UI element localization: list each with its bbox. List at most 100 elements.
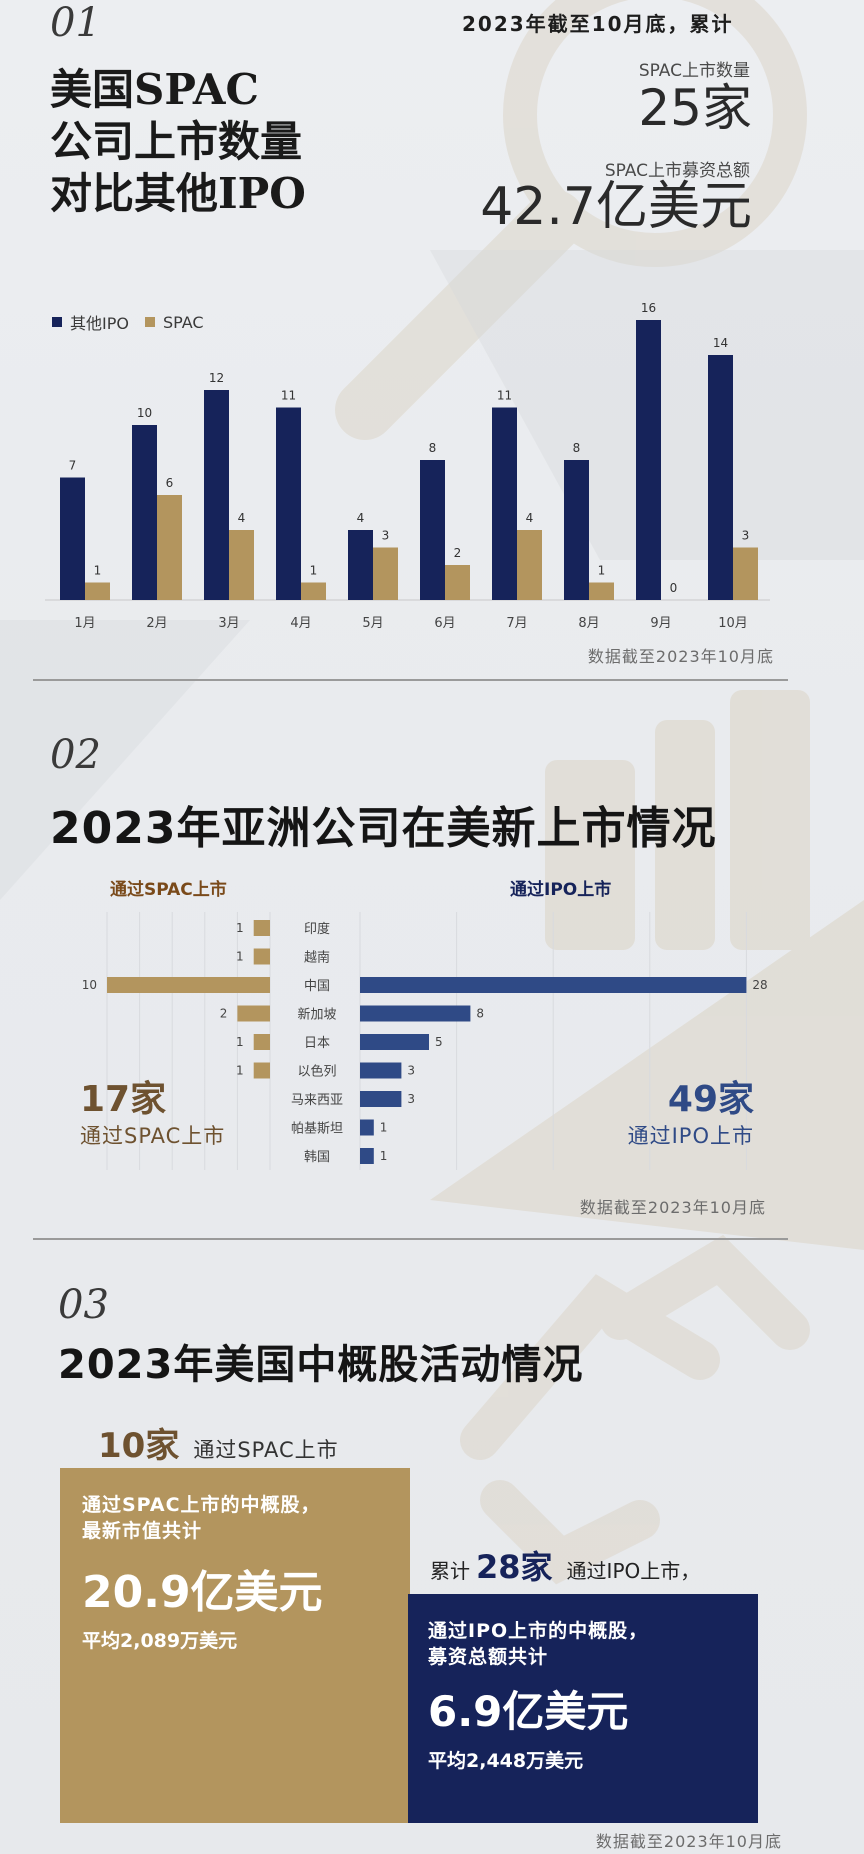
chart1-bar <box>348 530 373 600</box>
spac-china-count-label: 通过SPAC上市 <box>193 1438 339 1462</box>
ipo-china-count-value: 28家 <box>476 1548 553 1586</box>
chart1-x-tick: 10月 <box>718 616 748 631</box>
chart2-ipo-bar <box>360 1034 429 1050</box>
monthly-ipo-bar-chart: 711月1062月1243月1114月435月826月1147月818月1609… <box>45 301 770 631</box>
chart1-x-tick: 7月 <box>506 616 527 631</box>
section1-title: 美国SPAC 公司上市数量 对比其他IPO <box>50 64 306 220</box>
chart2-spac-bar <box>253 920 270 936</box>
ipo-box-value: 6.9亿美元 <box>428 1687 629 1736</box>
chart1-bar <box>564 460 589 600</box>
spac-box-value: 20.9亿美元 <box>82 1567 323 1618</box>
chart1-data-label: 1 <box>310 564 318 578</box>
chart2-ipo-value: 1 <box>380 1121 388 1135</box>
chart1-data-label: 3 <box>742 529 750 543</box>
legend-label-other-ipo: 其他IPO <box>70 314 129 333</box>
chart1-bar <box>636 320 661 600</box>
chart1-data-label: 16 <box>641 301 656 315</box>
chart1-x-tick: 6月 <box>434 616 455 631</box>
chart1-data-label: 8 <box>573 441 581 455</box>
chart1-bar <box>85 582 110 600</box>
chart2-spac-bar <box>253 1062 270 1079</box>
chart1-data-label: 1 <box>598 564 606 578</box>
chart1-data-label: 4 <box>238 511 246 525</box>
ipo-total-label: 通过IPO上市 <box>627 1124 754 1148</box>
chart2-ipo-value: 5 <box>435 1035 443 1049</box>
chart1-x-tick: 3月 <box>218 616 239 631</box>
chart1-bar <box>420 460 445 600</box>
chart2-spac-value: 2 <box>220 1007 228 1021</box>
legend-label-spac: SPAC <box>162 312 204 332</box>
section1-number: 01 <box>50 0 101 46</box>
chart2-ipo-bar <box>360 1119 374 1136</box>
chart2-spac-bar <box>237 1005 270 1022</box>
spac-box-line1: 通过SPAC上市的中概股， <box>82 1494 321 1516</box>
chart1-x-tick: 4月 <box>290 616 311 631</box>
chart2-ipo-value: 28 <box>752 978 767 992</box>
chart2-spac-bar <box>253 1034 270 1050</box>
spac-china-count: 10家 通过SPAC上市 <box>98 1418 339 1467</box>
chart1-bar <box>204 390 229 600</box>
chart1-data-label: 2 <box>454 546 462 560</box>
chart1-data-label: 8 <box>429 441 437 455</box>
chart1-data-label: 11 <box>497 389 512 403</box>
chart1-bar <box>373 547 398 600</box>
chart1-bar <box>229 530 254 600</box>
section3-title: 2023年美国中概股活动情况 <box>58 1342 584 1388</box>
chart1-bar <box>60 477 85 600</box>
chart1-x-tick: 2月 <box>146 616 167 631</box>
spac-total-value: 17家 <box>80 1079 167 1120</box>
chart1-bar <box>445 565 470 600</box>
chart2-category-label: 马来西亚 <box>291 1093 343 1108</box>
ipo-china-box: 通过IPO上市的中概股， 募资总额共计 6.9亿美元 平均2,448万美元 <box>408 1594 758 1823</box>
chart1-data-label: 4 <box>526 511 534 525</box>
ipo-china-count-label: 通过IPO上市， <box>566 1559 701 1583</box>
spac-amount-value: 42.7亿美元 <box>480 177 752 237</box>
chart1-data-label: 6 <box>166 476 174 490</box>
ipo-china-prefix: 累计 <box>430 1559 470 1583</box>
ipo-china-count: 累计 28家 通过IPO上市， <box>430 1542 700 1588</box>
chart2-spac-value: 1 <box>236 1035 244 1049</box>
spac-column-header: 通过SPAC上市 <box>110 880 227 900</box>
section1-title-line: 公司上市数量 <box>50 117 303 166</box>
chart2-category-label: 新加坡 <box>297 1007 336 1023</box>
chart1-data-label: 14 <box>713 336 728 350</box>
chart2-ipo-bar <box>360 1091 402 1107</box>
chart2-category-label: 印度 <box>304 921 330 937</box>
chart2-category-label: 日本 <box>304 1036 330 1051</box>
chart1-bar <box>517 530 542 600</box>
spac-total-label: 通过SPAC上市 <box>80 1124 226 1148</box>
section2-title: 2023年亚洲公司在美新上市情况 <box>50 803 717 854</box>
chart1-bar <box>708 355 733 600</box>
chart2-ipo-value: 3 <box>407 1064 415 1078</box>
chart1-bar <box>157 495 182 600</box>
chart2-spac-value: 1 <box>236 950 244 964</box>
chart1-x-tick: 5月 <box>362 616 383 631</box>
ipo-total-value: 49家 <box>667 1079 754 1120</box>
chart2-ipo-bar <box>360 977 747 993</box>
chart1-data-label: 7 <box>69 459 77 473</box>
chart1-bar <box>589 582 614 600</box>
chart1-data-label: 3 <box>382 529 390 543</box>
chart1-data-label: 1 <box>94 564 102 578</box>
spac-china-count-value: 10家 <box>98 1426 180 1466</box>
chart1-data-label: 10 <box>137 406 152 420</box>
legend-swatch-spac <box>144 317 155 327</box>
chart2-spac-bar <box>253 948 270 965</box>
chart1-data-label: 0 <box>670 581 678 595</box>
chart2-ipo-bar <box>360 1148 374 1164</box>
chart1-bar <box>276 407 301 600</box>
chart2-category-label: 帕基斯坦 <box>291 1122 343 1137</box>
spac-china-box: 通过SPAC上市的中概股， 最新市值共计 20.9亿美元 平均2,089万美元 <box>60 1468 410 1823</box>
spac-box-line2: 最新市值共计 <box>82 1520 203 1542</box>
legend-swatch-other-ipo <box>52 317 62 327</box>
section2-number: 02 <box>50 732 101 778</box>
chart2-ipo-value: 1 <box>380 1149 388 1163</box>
ipo-box-average: 平均2,448万美元 <box>428 1750 584 1772</box>
chart2-ipo-bar <box>360 1062 402 1079</box>
chart2-category-label: 越南 <box>304 950 330 966</box>
chart1-legend: 其他IPO SPAC <box>52 310 204 334</box>
chart2-category-label: 以色列 <box>297 1064 336 1080</box>
chart1-bar <box>733 547 758 600</box>
